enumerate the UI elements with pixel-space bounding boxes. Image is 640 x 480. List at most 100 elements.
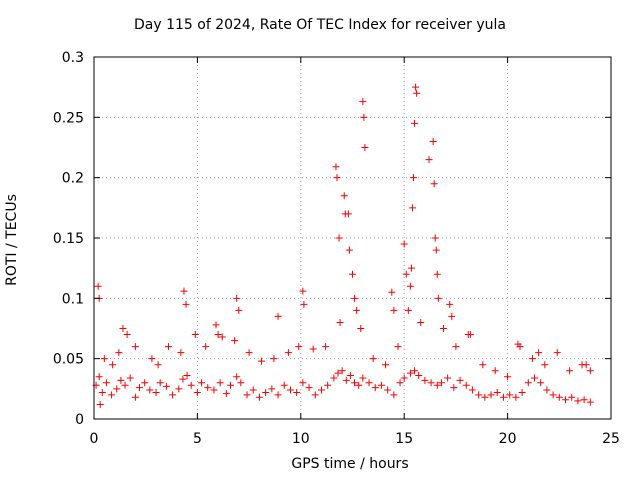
data-point xyxy=(524,379,532,387)
data-point xyxy=(434,294,442,302)
data-point xyxy=(365,379,373,387)
data-point xyxy=(333,174,341,182)
data-point xyxy=(109,361,117,369)
data-point xyxy=(305,384,313,392)
data-point xyxy=(402,270,410,278)
data-point xyxy=(311,391,319,399)
data-point xyxy=(152,388,160,396)
data-point xyxy=(499,393,507,401)
data-point xyxy=(113,385,121,393)
data-point xyxy=(578,361,586,369)
y-tick-label: 0.1 xyxy=(62,291,84,307)
data-point xyxy=(404,306,412,314)
data-point xyxy=(360,113,368,121)
data-point xyxy=(518,388,526,396)
data-point xyxy=(415,372,423,380)
data-point xyxy=(351,294,359,302)
data-point xyxy=(335,234,343,242)
x-tick-label: 20 xyxy=(499,431,517,447)
data-point xyxy=(177,349,185,357)
data-point xyxy=(586,367,594,375)
data-point xyxy=(286,386,294,394)
data-point xyxy=(406,369,414,377)
x-axis-label: GPS time / hours xyxy=(291,456,409,472)
y-tick-label: 0 xyxy=(75,412,84,428)
data-point xyxy=(421,376,429,384)
data-point xyxy=(245,349,253,357)
data-point xyxy=(528,355,536,363)
data-point xyxy=(427,379,435,387)
data-point xyxy=(340,192,348,200)
data-point xyxy=(388,288,396,296)
data-point xyxy=(226,381,234,389)
data-point xyxy=(417,318,425,326)
data-point xyxy=(429,137,437,145)
data-point xyxy=(412,83,420,91)
data-point xyxy=(280,381,288,389)
data-point xyxy=(169,391,177,399)
data-point xyxy=(284,349,292,357)
data-point xyxy=(369,355,377,363)
data-point xyxy=(231,337,239,345)
data-point xyxy=(377,381,385,389)
data-point xyxy=(516,343,524,351)
data-point xyxy=(270,355,278,363)
data-point xyxy=(400,240,408,248)
data-point xyxy=(115,349,123,357)
data-point xyxy=(317,386,325,394)
data-point xyxy=(268,385,276,393)
data-point xyxy=(182,300,190,308)
data-point xyxy=(322,343,330,351)
data-point xyxy=(108,391,116,399)
data-point xyxy=(198,379,206,387)
data-point xyxy=(299,287,307,295)
data-point xyxy=(349,270,356,278)
data-point xyxy=(154,361,162,369)
data-point xyxy=(413,89,421,97)
data-point xyxy=(433,381,441,389)
data-point xyxy=(324,381,332,389)
data-point xyxy=(446,300,454,308)
data-point xyxy=(309,345,317,353)
data-point xyxy=(439,325,447,332)
data-point xyxy=(237,379,245,387)
data-point xyxy=(400,374,408,382)
data-point xyxy=(487,391,495,399)
y-tick-label: 0.2 xyxy=(62,171,84,187)
data-point xyxy=(262,388,270,396)
data-point xyxy=(504,373,512,381)
data-point xyxy=(384,386,392,394)
data-point xyxy=(233,294,241,302)
data-point xyxy=(299,379,307,387)
data-point xyxy=(371,384,379,392)
y-tick-label: 0.15 xyxy=(53,231,84,247)
data-point xyxy=(530,374,538,382)
data-point xyxy=(493,388,501,396)
data-point xyxy=(117,376,125,384)
data-point xyxy=(216,379,224,387)
data-point xyxy=(506,391,514,399)
data-point xyxy=(162,382,170,390)
data-point xyxy=(233,373,241,381)
data-point xyxy=(448,312,456,320)
data-point xyxy=(274,391,282,399)
data-point xyxy=(562,396,570,404)
data-point xyxy=(411,367,419,375)
axis-ticks: 0 0.05 0.1 0.15 0.2 0.25 0.3 0 5 10 15 20 25 xyxy=(53,50,620,447)
x-tick-label: 25 xyxy=(602,431,620,447)
data-point xyxy=(574,397,582,405)
data-point xyxy=(102,379,110,387)
data-point xyxy=(433,270,441,278)
data-point xyxy=(344,210,352,218)
data-point xyxy=(462,381,470,389)
data-point xyxy=(430,180,438,188)
data-point xyxy=(148,355,156,363)
data-point xyxy=(549,391,557,399)
data-point xyxy=(187,381,195,389)
data-point xyxy=(119,325,127,332)
data-point xyxy=(164,343,172,351)
data-point xyxy=(95,373,103,381)
data-point xyxy=(351,379,359,387)
data-point xyxy=(293,388,301,396)
plot-frame xyxy=(93,56,612,420)
